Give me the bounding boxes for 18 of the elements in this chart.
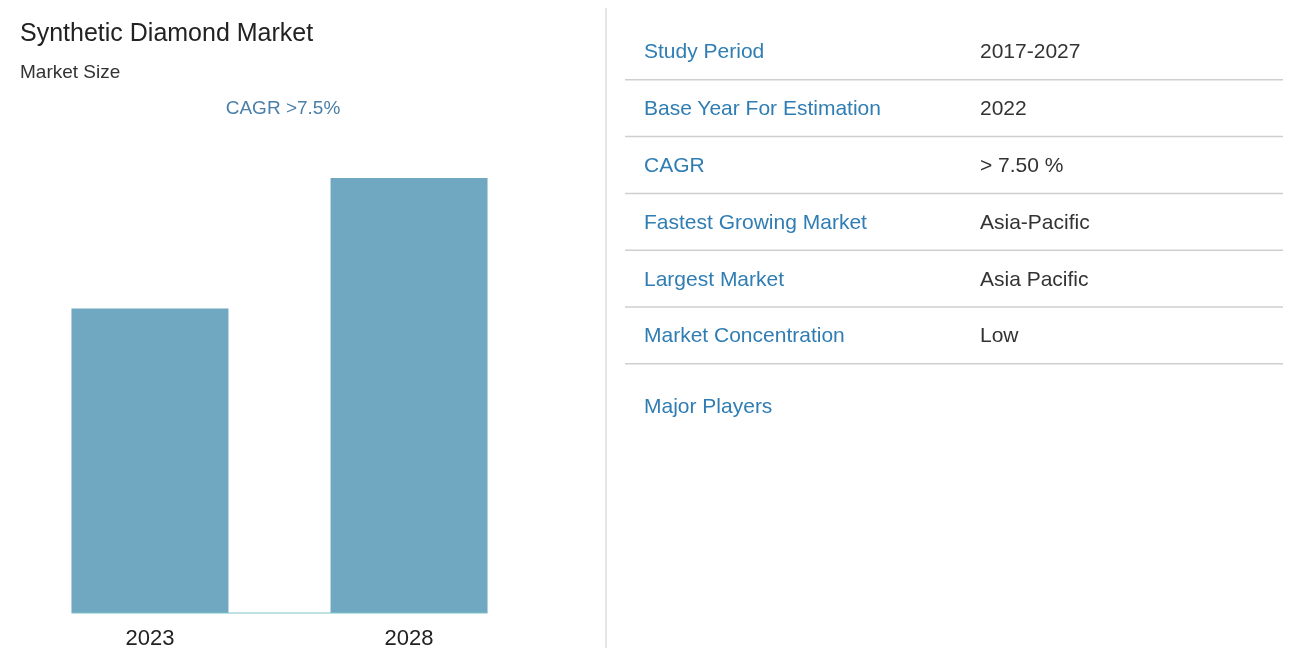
- text: Base Year For Estimation: [644, 96, 881, 120]
- text: Fastest Growing Market: [644, 209, 868, 233]
- x-tick-label: 2028: [384, 625, 434, 650]
- text: Study Period: [644, 39, 765, 63]
- text: Low: [980, 323, 1020, 347]
- x-tick-label: 2023: [125, 625, 175, 650]
- chart-title: Synthetic Diamond Market: [20, 18, 314, 46]
- text: > 7.50 %: [980, 153, 1064, 176]
- text: Market Concentration: [644, 323, 845, 347]
- text: Asia Pacific: [980, 266, 1089, 290]
- text: Asia-Pacific: [980, 209, 1090, 233]
- text: 2022: [980, 96, 1027, 120]
- text: 2017-2027: [980, 39, 1081, 63]
- text: CAGR: [644, 153, 705, 176]
- text: CAGR >7.5%: [225, 97, 341, 118]
- text: Largest Market: [644, 266, 785, 290]
- text: Major Players: [644, 394, 773, 417]
- chart-subtitle: Market Size: [20, 61, 121, 82]
